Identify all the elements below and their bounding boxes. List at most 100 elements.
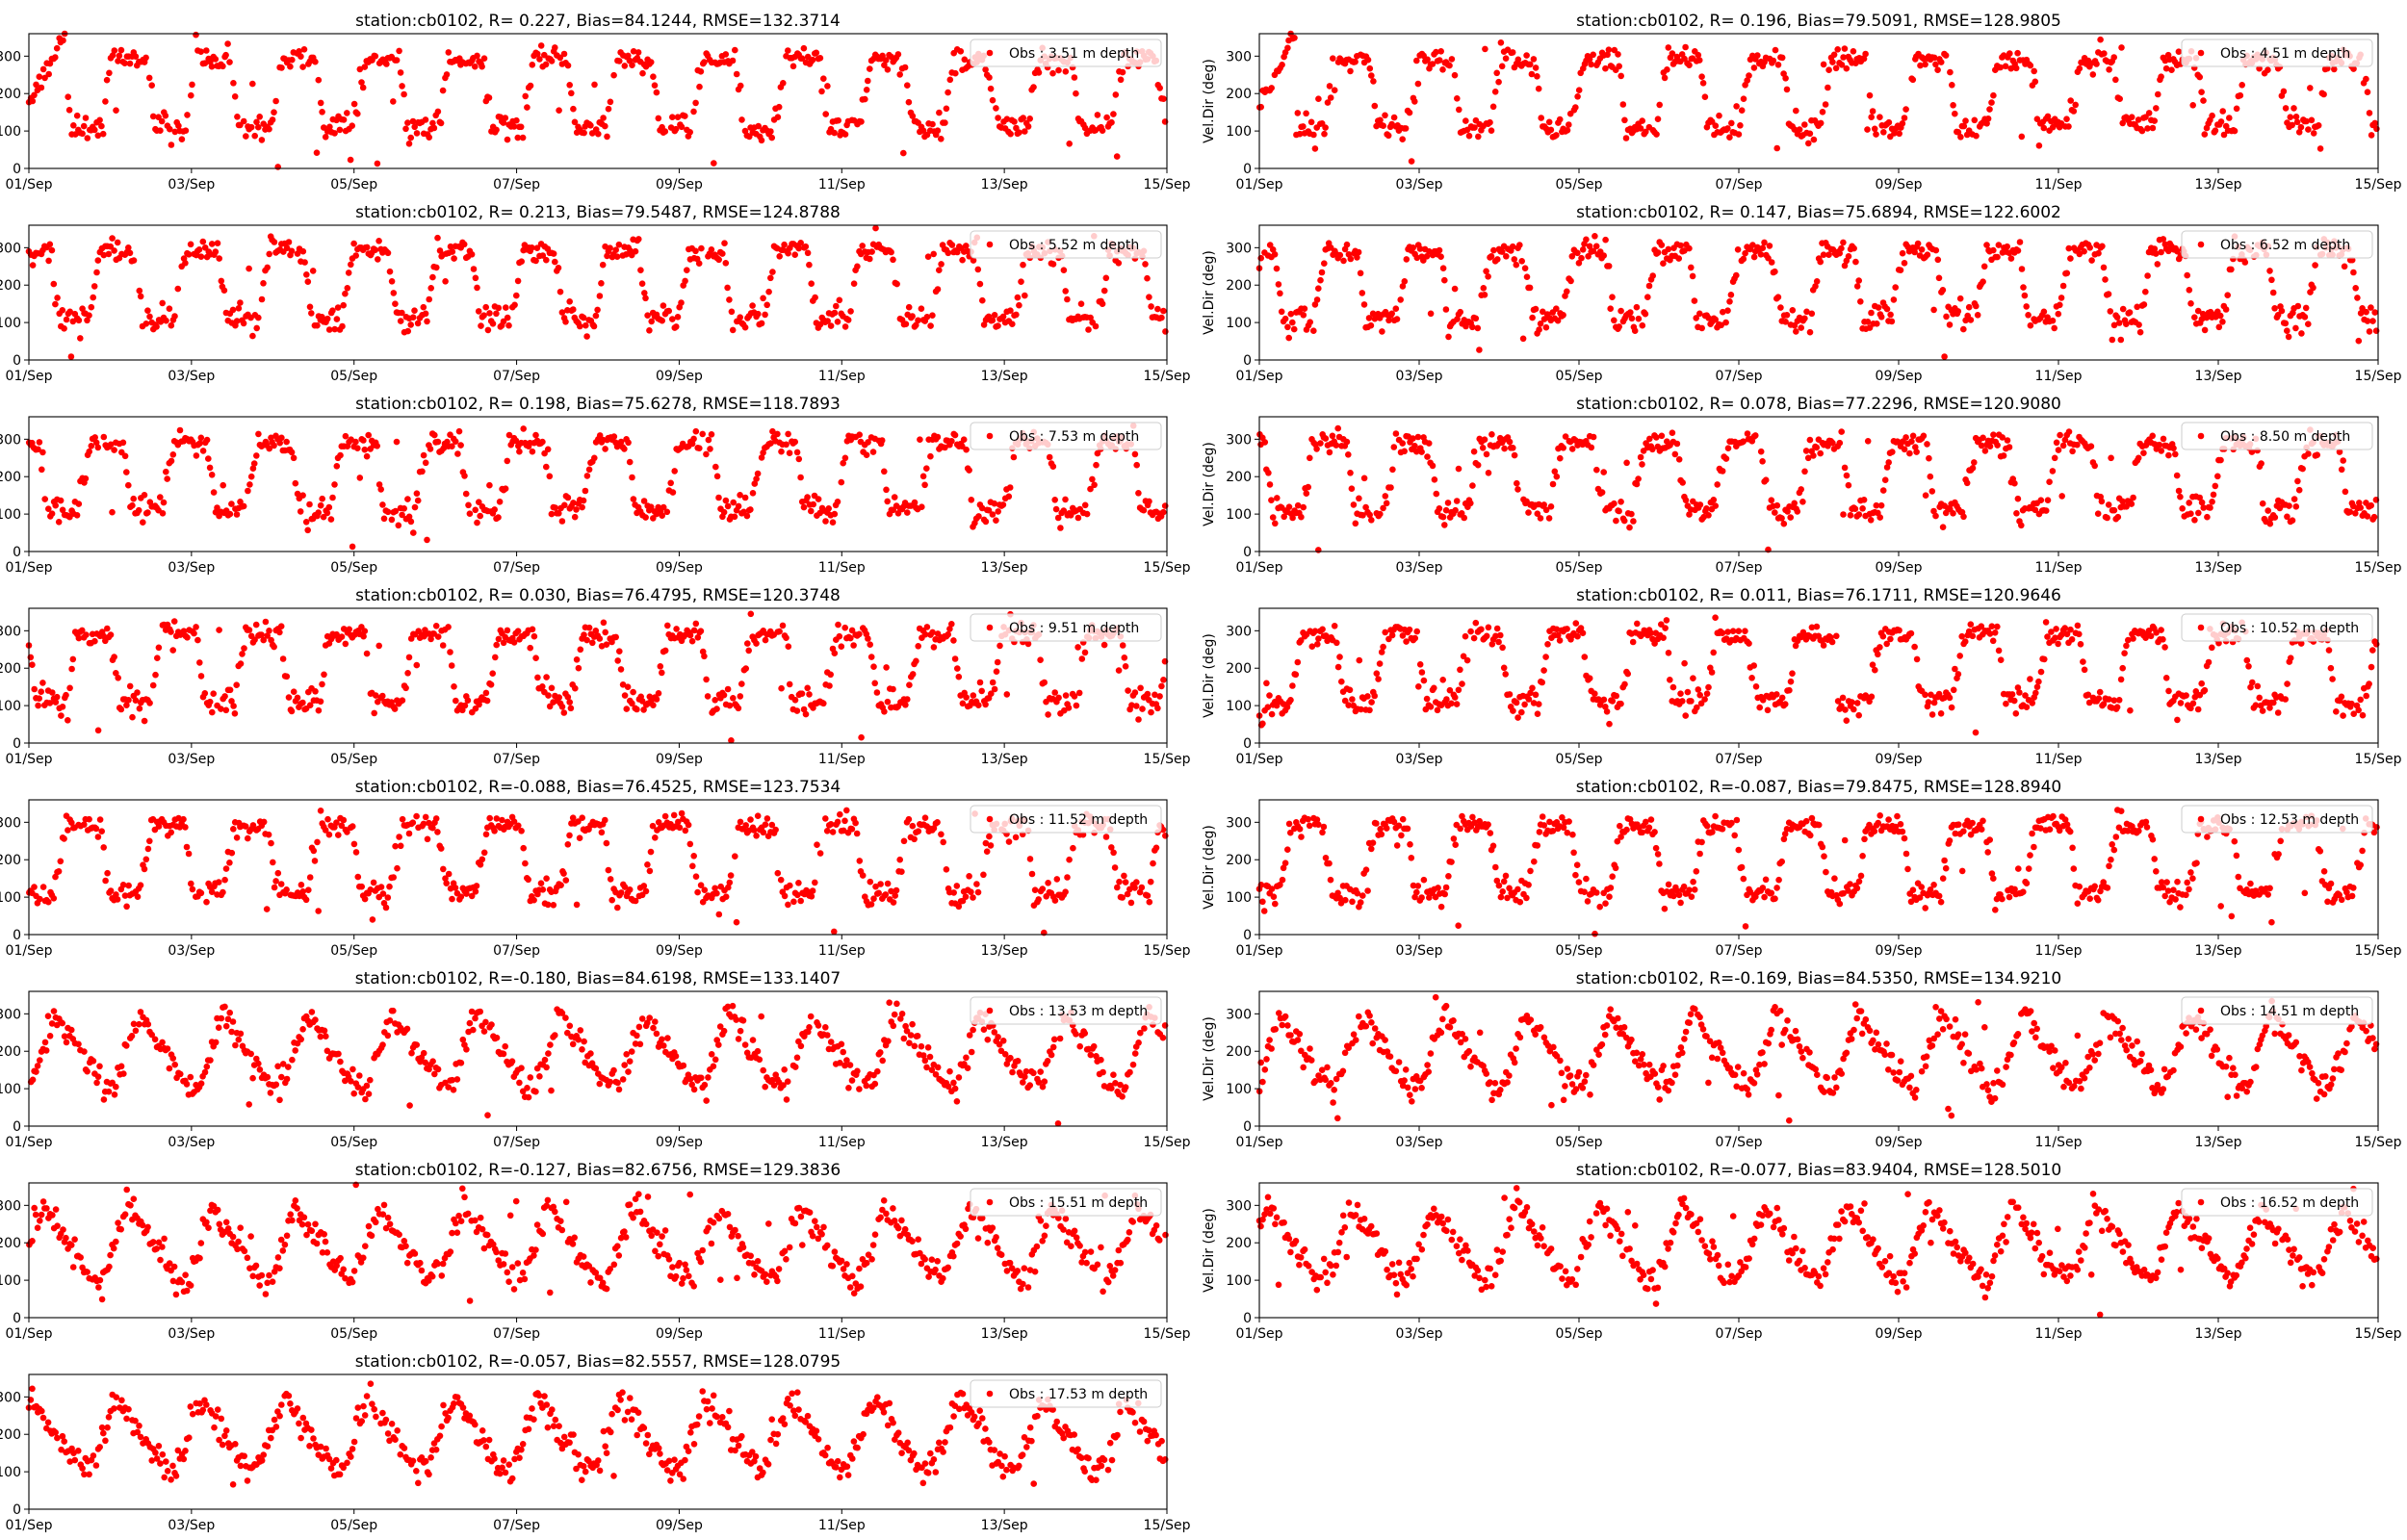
- data-point: [758, 454, 765, 461]
- data-point: [856, 431, 863, 439]
- data-point: [185, 251, 193, 258]
- data-point: [142, 321, 150, 327]
- data-point: [1453, 498, 1461, 504]
- data-point: [146, 313, 153, 321]
- data-point: [312, 58, 319, 65]
- data-point: [844, 317, 852, 323]
- data-point: [1071, 74, 1078, 81]
- data-point: [420, 303, 427, 311]
- data-point: [1793, 328, 1799, 335]
- data-point: [1740, 255, 1747, 263]
- data-point: [858, 733, 865, 741]
- data-point: [2110, 506, 2118, 514]
- data-point: [726, 296, 733, 303]
- data-point: [1635, 315, 1643, 322]
- data-point: [1534, 73, 1540, 80]
- data-point: [203, 47, 210, 54]
- data-point: [1354, 254, 1360, 261]
- data-point: [1408, 158, 1415, 165]
- data-point: [2152, 250, 2160, 257]
- data-points: [1256, 424, 2380, 553]
- data-point: [1574, 632, 1581, 640]
- data-point: [1669, 429, 1676, 437]
- data-point: [1463, 656, 1471, 664]
- data-point: [1750, 662, 1757, 669]
- data-point: [1922, 492, 1929, 499]
- data-point: [1801, 121, 1808, 128]
- data-point: [226, 59, 233, 65]
- data-point: [1451, 285, 1459, 293]
- data-point: [309, 268, 317, 274]
- data-point: [841, 454, 849, 462]
- data-point: [360, 632, 367, 640]
- data-point: [349, 122, 356, 129]
- data-point: [934, 433, 942, 441]
- data-point: [527, 644, 533, 652]
- data-point: [246, 265, 252, 272]
- data-point: [2299, 465, 2306, 473]
- data-point: [1472, 315, 1480, 322]
- data-point: [738, 116, 745, 123]
- data-point: [729, 57, 737, 64]
- data-point: [514, 628, 522, 634]
- data-point: [901, 64, 909, 71]
- data-point: [943, 105, 950, 113]
- data-point: [102, 98, 109, 105]
- data-point: [915, 643, 921, 650]
- data-points: [25, 423, 1169, 551]
- data-point: [1285, 503, 1293, 510]
- data-point: [1273, 265, 1281, 272]
- data-point: [276, 439, 284, 447]
- data-point: [1514, 714, 1521, 721]
- data-point: [976, 280, 984, 288]
- data-point: [2114, 513, 2122, 521]
- data-point: [2210, 491, 2217, 499]
- data-point: [36, 439, 43, 446]
- data-point: [568, 90, 575, 97]
- data-point: [500, 639, 507, 647]
- data-point: [1087, 485, 1094, 493]
- data-point: [991, 685, 998, 693]
- data-point: [429, 119, 436, 127]
- xtick-label: 09/Sep: [1876, 560, 1923, 576]
- data-point: [703, 450, 710, 458]
- data-point: [193, 624, 199, 630]
- data-point: [630, 48, 637, 55]
- data-point: [2158, 73, 2164, 80]
- data-point: [1476, 346, 1483, 353]
- data-point: [659, 669, 665, 677]
- data-point: [86, 312, 92, 320]
- data-point: [2065, 244, 2073, 252]
- data-point: [63, 691, 69, 699]
- data-point: [1514, 56, 1522, 64]
- data-point: [427, 285, 435, 292]
- data-point: [708, 245, 715, 253]
- data-point: [881, 62, 888, 68]
- data-point: [527, 82, 534, 90]
- data-point: [881, 708, 888, 715]
- data-point: [320, 513, 327, 521]
- data-point: [556, 510, 562, 517]
- data-point: [993, 105, 999, 112]
- data-point: [2144, 125, 2151, 132]
- data-point: [1006, 484, 1014, 491]
- data-point: [1675, 456, 1683, 463]
- data-point: [1502, 55, 1510, 62]
- data-point: [1843, 717, 1851, 724]
- data-point: [2271, 514, 2279, 521]
- data-point: [930, 250, 937, 258]
- data-point: [975, 513, 982, 520]
- data-point: [942, 119, 948, 126]
- data-point: [1645, 282, 1653, 290]
- data-point: [2063, 116, 2070, 122]
- data-point: [795, 244, 802, 252]
- data-point: [738, 680, 745, 687]
- ytick-label: 300: [0, 49, 21, 64]
- data-point: [1410, 435, 1416, 442]
- data-point: [1967, 621, 1975, 628]
- data-point: [405, 654, 413, 661]
- data-point: [2350, 269, 2357, 276]
- data-point: [1872, 666, 1878, 674]
- data-point: [479, 63, 485, 70]
